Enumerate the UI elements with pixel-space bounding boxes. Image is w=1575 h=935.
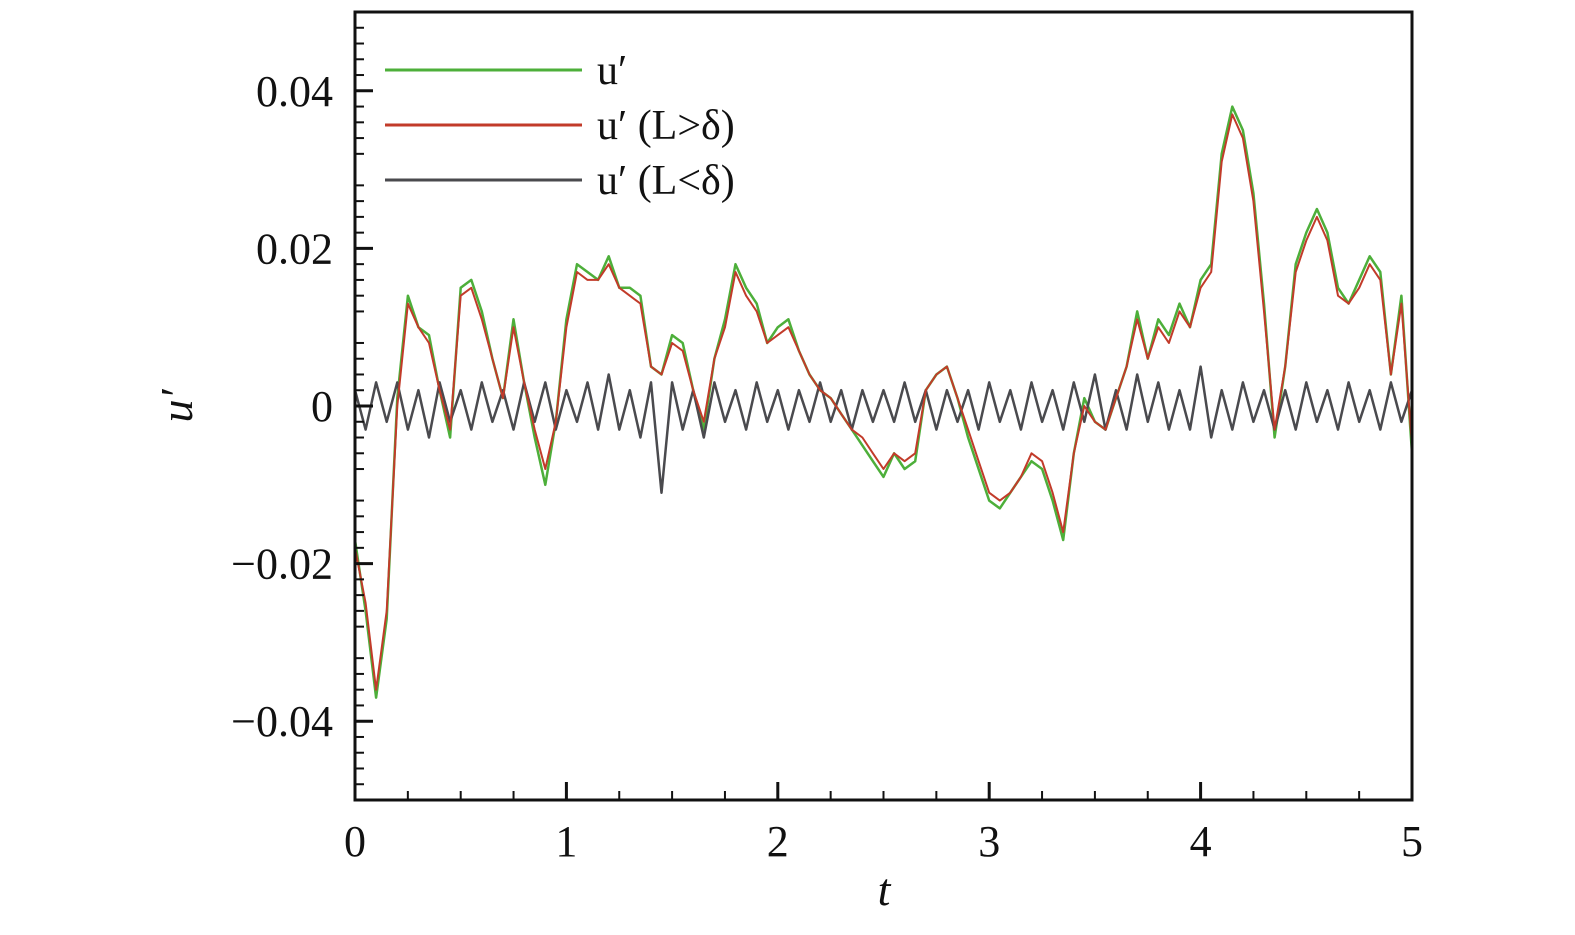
- y-axis-label: u′: [151, 389, 202, 423]
- x-tick-label: 4: [1190, 817, 1212, 866]
- ticks-layer: 0 1 2 3 4 5 −0.04 −0.02 0 0.02 0.04: [231, 26, 1423, 866]
- legend-label: u′: [597, 48, 627, 94]
- plot-frame: [353, 10, 1414, 802]
- legend-label: u′ (L>δ): [597, 103, 735, 149]
- x-tick-label: 3: [978, 817, 1000, 866]
- y-tick-label: 0: [311, 382, 333, 431]
- x-tick-label: 1: [555, 817, 577, 866]
- y-tick-label: −0.02: [231, 540, 333, 589]
- series-layer: [353, 105, 1414, 699]
- x-tick-label: 0: [344, 817, 366, 866]
- y-tick-label: 0.02: [256, 224, 333, 273]
- x-tick-label: 2: [767, 817, 789, 866]
- y-tick-label: 0.04: [256, 67, 333, 116]
- x-tick-label: 5: [1401, 817, 1423, 866]
- legend-label: u′ (L<δ): [597, 158, 735, 204]
- series-line: [353, 365, 1414, 494]
- legend: u′ u′ (L>δ) u′ (L<δ): [385, 48, 735, 204]
- x-axis-label: t: [878, 864, 892, 915]
- y-tick-label: −0.04: [231, 697, 333, 746]
- series-line: [354, 113, 1413, 691]
- series-line: [353, 105, 1414, 699]
